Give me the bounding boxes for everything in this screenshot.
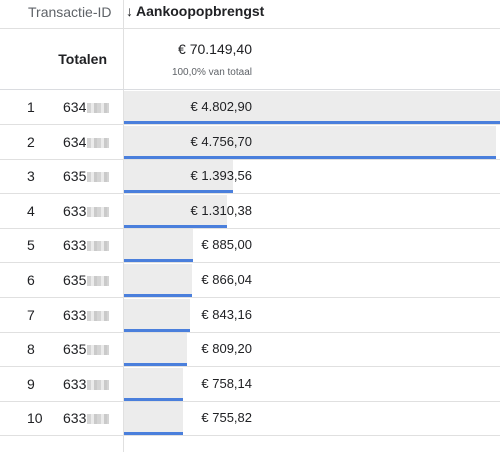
row-rank: 7: [27, 306, 35, 323]
sort-down-arrow-icon: ↓: [126, 3, 133, 19]
redacted-digits: [87, 172, 110, 183]
redacted-digits: [87, 345, 110, 356]
transaction-id[interactable]: 633: [63, 202, 110, 219]
transaction-id-prefix: 635: [63, 168, 87, 185]
table-row[interactable]: 8 635 € 809,20: [0, 332, 500, 368]
transaction-id[interactable]: 635: [63, 168, 110, 185]
transaction-id-prefix: 633: [63, 237, 87, 254]
table-row[interactable]: 10 633 € 755,82: [0, 401, 500, 437]
transaction-id-prefix: 633: [63, 202, 87, 219]
purchase-revenue-value: € 1.393,56: [190, 168, 252, 184]
purchase-revenue-value: € 758,14: [201, 375, 252, 391]
transaction-id[interactable]: 633: [63, 375, 110, 392]
value-bar: [124, 402, 183, 433]
row-rank: 5: [27, 237, 35, 254]
metric-header-label: Aankoopopbrengst: [136, 3, 265, 19]
table-row[interactable]: 9 633 € 758,14: [0, 367, 500, 402]
column-divider: [123, 0, 124, 452]
row-rank: 8: [27, 341, 35, 358]
value-bar: [124, 333, 187, 364]
value-bar: [124, 91, 500, 121]
purchase-revenue-value: € 755,82: [201, 410, 252, 426]
transaction-id-prefix: 633: [63, 410, 87, 427]
row-rank: 1: [27, 99, 35, 115]
transaction-id[interactable]: 634: [63, 99, 110, 115]
column-header-purchase-revenue[interactable]: ↓ Aankoopopbrengst: [126, 3, 264, 19]
purchase-revenue-value: € 809,20: [201, 341, 252, 357]
transaction-id[interactable]: 635: [63, 341, 110, 358]
column-header-transaction-id[interactable]: Transactie-ID: [28, 4, 112, 20]
value-bar: [124, 298, 190, 329]
transaction-id-prefix: 635: [63, 341, 87, 358]
row-rank: 2: [27, 133, 35, 150]
row-rank: 4: [27, 202, 35, 219]
value-bar: [124, 194, 227, 225]
transaction-id-prefix: 633: [63, 306, 87, 323]
value-bar: [124, 264, 192, 294]
value-bar-line: [124, 328, 190, 332]
row-rank: 10: [27, 410, 43, 427]
purchase-revenue-value: € 4.756,70: [190, 133, 252, 149]
table-row[interactable]: 5 633 € 885,00: [0, 228, 500, 264]
table-row[interactable]: 3 635 € 1.393,56: [0, 159, 500, 195]
row-rank: 6: [27, 272, 35, 288]
table-row[interactable]: 1 634 € 4.802,90: [0, 90, 500, 125]
row-rank: 3: [27, 168, 35, 185]
value-bar-line: [124, 224, 227, 228]
purchase-revenue-value: € 4.802,90: [190, 99, 252, 114]
value-bar: [124, 367, 183, 398]
table-row[interactable]: 4 633 € 1.310,38: [0, 194, 500, 229]
totals-label: Totalen: [58, 51, 107, 67]
value-bar-line: [124, 259, 193, 263]
redacted-digits: [87, 414, 110, 425]
redacted-digits: [87, 276, 110, 286]
value-bar-line: [124, 432, 183, 436]
redacted-digits: [87, 103, 110, 113]
value-bar-line: [124, 121, 500, 124]
purchase-revenue-value: € 866,04: [201, 272, 252, 287]
value-bar-line: [124, 397, 183, 401]
purchase-revenue-value: € 1.310,38: [190, 202, 252, 218]
redacted-digits: [87, 137, 110, 148]
transaction-id-prefix: 635: [63, 272, 87, 288]
totals-row: Totalen € 70.149,40 100,0% van totaal: [0, 29, 500, 90]
value-bar-line: [124, 294, 192, 297]
redacted-digits: [87, 241, 110, 252]
table-row[interactable]: 7 633 € 843,16: [0, 298, 500, 333]
row-rank: 9: [27, 375, 35, 392]
totals-percent: 100,0% van totaal: [171, 67, 252, 78]
transaction-id[interactable]: 633: [63, 237, 110, 254]
redacted-digits: [87, 206, 110, 217]
transaction-id[interactable]: 634: [63, 133, 110, 150]
purchase-revenue-value: € 843,16: [201, 306, 252, 322]
transaction-id-prefix: 634: [63, 133, 87, 150]
value-bar-line: [124, 363, 187, 367]
transaction-id[interactable]: 633: [63, 306, 110, 323]
redacted-digits: [87, 379, 110, 390]
transaction-id-prefix: 633: [63, 375, 87, 392]
purchase-revenue-value: € 885,00: [201, 237, 252, 253]
table-row[interactable]: 6 635 € 866,04: [0, 263, 500, 298]
value-bar-line: [124, 155, 496, 159]
value-bar: [124, 229, 193, 260]
totals-value: € 70.149,40: [178, 41, 252, 57]
redacted-digits: [87, 310, 110, 321]
value-bar: [124, 125, 496, 156]
transaction-id[interactable]: 635: [63, 272, 110, 288]
table-header: Transactie-ID ↓ Aankoopopbrengst: [0, 0, 500, 29]
value-bar: [124, 160, 233, 191]
value-bar-line: [124, 190, 233, 194]
table-row[interactable]: 2 634 € 4.756,70: [0, 125, 500, 160]
transaction-id-prefix: 634: [63, 99, 87, 115]
transaction-id[interactable]: 633: [63, 410, 110, 427]
